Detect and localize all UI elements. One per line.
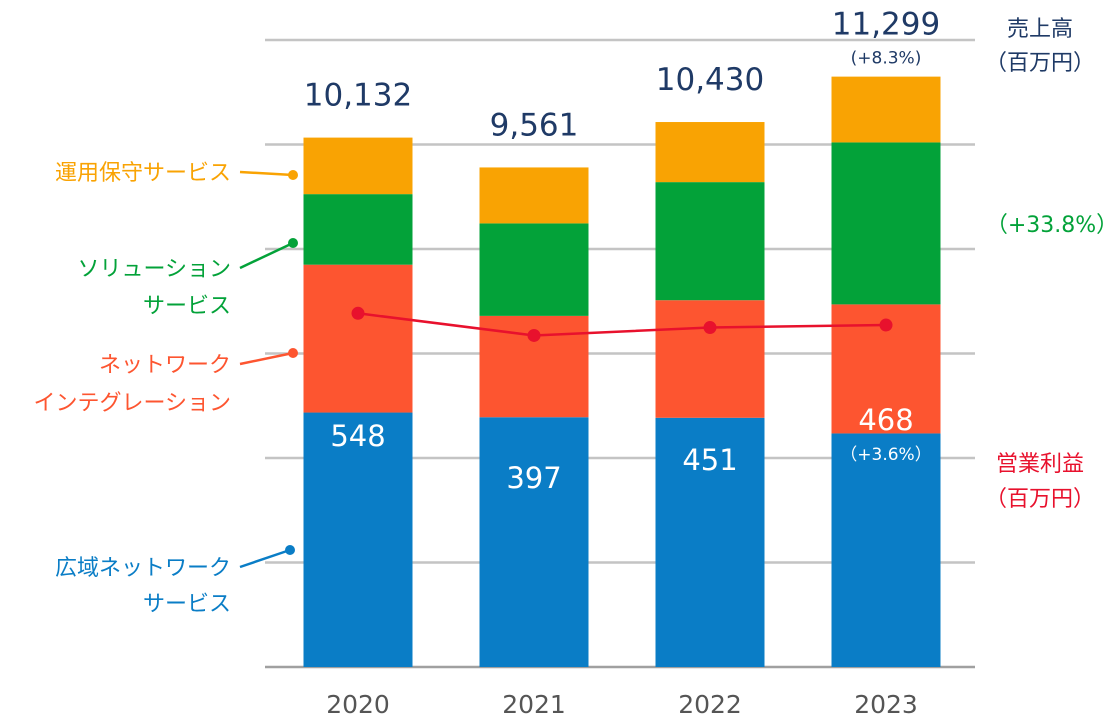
legend-sol: ソリューションサービス [77,257,231,319]
profit-label-2021: 397 [506,461,561,495]
legend-dot-ni [288,348,298,358]
legend-sol-line-2: サービス [143,294,231,319]
bar-wide-2020 [303,412,413,667]
bar-segments [303,76,941,667]
total-label-2020: 10,132 [304,78,412,114]
bar-ops-2022 [655,122,765,183]
profit-point-2021 [527,328,541,342]
profit-growth-note: （+3.6%） [840,445,931,465]
legend-ni-line-2: インテグレーション [33,391,231,416]
total-label-2022: 10,430 [656,62,764,98]
year-tick-2023: 2023 [854,690,918,719]
legend-connector-ops [239,170,294,177]
profit-point-2022 [703,321,717,335]
total-label-2021: 9,561 [490,107,579,143]
year-tick-2021: 2021 [502,690,566,719]
profit-point-2023 [879,318,893,332]
legend-wide-line-1: 広域ネットワーク [55,556,231,581]
legend-ni: ネットワークインテグレーション [33,353,231,416]
legend-connector-sol [239,241,294,270]
bar-ni-2020 [303,264,413,413]
profit-axis-label-line-1: 営業利益 [996,452,1084,477]
legend-dot-sol [288,238,298,248]
total-label-2023: 11,299 [832,7,940,43]
legend-ni-line-1: ネットワーク [99,353,231,378]
side-labels: 売上高 （百万円） 営業利益 （百万円） [985,17,1095,512]
profit-point-2020 [351,306,365,320]
profit-axis-label: 営業利益 （百万円） [985,452,1095,512]
profit-label-2023: 468 [858,403,913,437]
legend-wide-line-2: サービス [143,592,231,617]
year-tick-2022: 2022 [678,690,742,719]
bar-sol-2020 [303,194,413,265]
year-tick-2020: 2020 [326,690,390,719]
legend-wide: 広域ネットワークサービス [55,556,231,617]
data-labels: 10,132 9,561 10,430 11,299 (+8.3%) 548 3… [304,7,1106,719]
profit-line-path [357,312,887,337]
bar-ops-2020 [303,137,413,195]
bar-ops-2021 [479,167,589,224]
legend-connector-wide [239,548,291,569]
legend: 広域ネットワークサービスネットワークインテグレーションソリューションサービス運用… [33,161,298,617]
bar-wide-2023 [831,433,941,667]
bar-wide-2022 [655,417,765,667]
total-growth-note: (+8.3%) [851,49,922,69]
bar-ops-2023 [831,76,941,143]
legend-ops: 運用保守サービス [55,161,231,186]
legend-dot-ops [288,170,298,180]
legend-ops-line-1: 運用保守サービス [55,161,231,186]
legend-connector-ni [239,351,294,366]
profit-label-2020: 548 [330,419,385,453]
total-axis-label-line-2: （百万円） [985,51,1095,76]
profit-label-2022: 451 [682,443,737,477]
profit-axis-label-line-2: （百万円） [985,487,1095,512]
solution-growth-note: （+33.8%） [986,213,1106,238]
legend-sol-line-1: ソリューション [77,257,231,282]
bar-sol-2022 [655,182,765,301]
bar-sol-2023 [831,142,941,305]
legend-dot-wide [285,545,295,555]
total-axis-label-line-1: 売上高 [1007,17,1073,42]
total-axis-label: 売上高 （百万円） [985,17,1095,76]
bar-wide-2021 [479,417,589,667]
bar-sol-2021 [479,223,589,316]
bar-ni-2022 [655,300,765,418]
profit-line [351,306,893,342]
